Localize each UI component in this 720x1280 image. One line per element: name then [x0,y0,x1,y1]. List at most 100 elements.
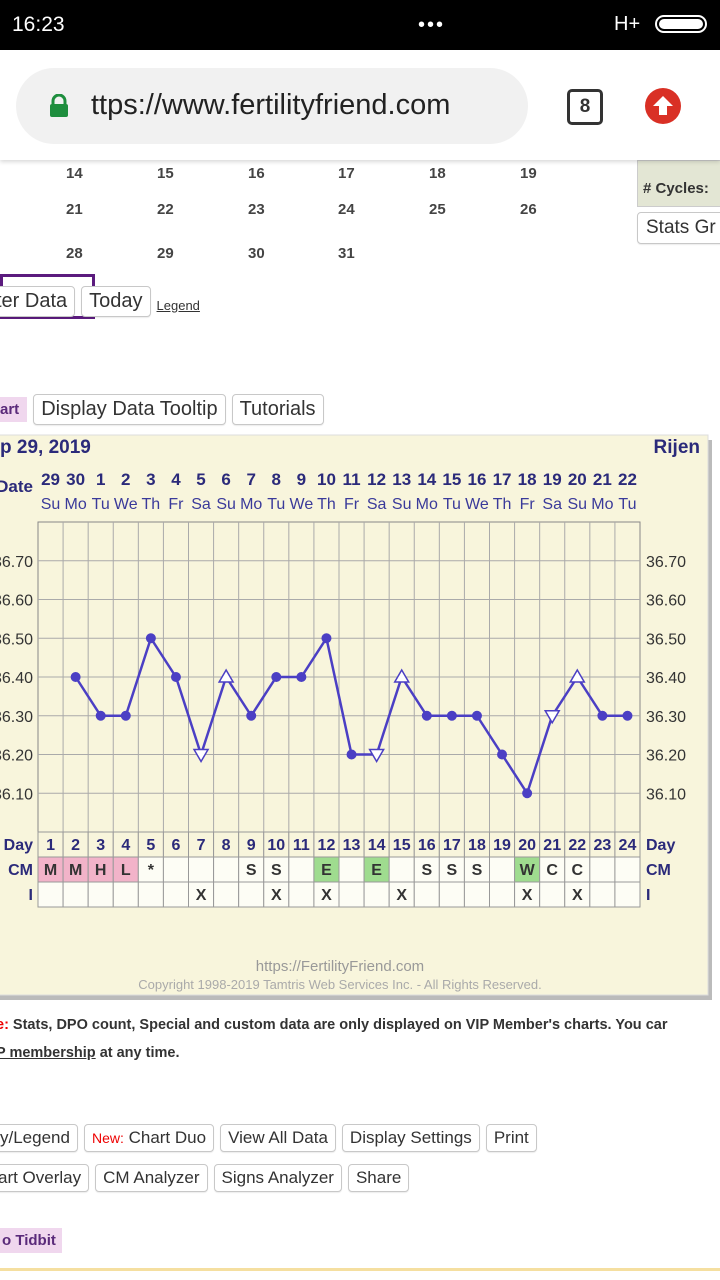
weekday: Tu [443,496,461,513]
stats-button[interactable]: Stats Gr [637,212,720,244]
weekday: Mo [416,496,438,513]
y-tick-label: 36.20 [646,748,686,765]
button[interactable]: Print [485,1124,537,1152]
row-cell [263,856,290,883]
row-cell [614,856,641,883]
y-tick-label: 36.10 [0,786,33,803]
row-cell [463,881,490,908]
calendar-day[interactable]: 31 [338,244,355,262]
x-tick-label: 11 [293,837,310,854]
button-label: Chart Duo [123,1128,207,1147]
calendar-day[interactable]: 30 [248,244,265,262]
status-bar: 16:23 ••• H+ [0,0,720,50]
button[interactable]: Share [347,1164,410,1192]
calendar-day[interactable]: 23 [248,200,265,218]
notice-prefix: e: [0,1017,9,1033]
calendar-day[interactable]: 16 [248,165,265,182]
row-value: S [447,862,458,879]
row-value: X [321,887,332,904]
date: 1 [96,470,105,489]
date: 21 [593,470,612,489]
sidebar-box: # Cycles: [637,160,720,207]
x-tick-label: 23 [593,837,611,854]
row-cell [37,881,64,908]
date: 30 [66,470,85,489]
membership-link[interactable]: P membership [0,1045,96,1061]
row-value: E [321,862,332,879]
day-cell [363,831,390,858]
row-value: H [95,862,107,879]
calendar-day[interactable]: 18 [429,165,446,182]
button[interactable]: View All Data [220,1124,336,1152]
button[interactable]: art Overlay [0,1164,90,1192]
new-badge: New: [91,1130,124,1146]
tab-count[interactable]: 8 [567,89,603,125]
x-tick-label: 9 [247,837,256,854]
x-tick-label: 8 [222,837,231,854]
row-value: X [522,887,533,904]
x-tick-label: 24 [619,837,637,854]
row-value: S [271,862,282,879]
date: 6 [221,470,230,489]
button[interactable]: Signs Analyzer [213,1164,342,1192]
weekday: We [290,496,314,513]
network-type: H+ [614,13,641,35]
legend-link[interactable]: Legend [156,298,200,313]
button-label: art Overlay [0,1168,82,1187]
row-cell [263,881,290,908]
calendar-day[interactable]: 26 [520,200,537,218]
button[interactable]: Tutorials [231,394,324,425]
cycles-label: # Cycles: [643,180,709,197]
lock-icon [50,94,68,117]
button[interactable]: Display Settings [341,1124,480,1152]
url-field[interactable]: ttps://www.fertilityfriend.com [16,68,528,144]
row-value: L [121,862,131,879]
button[interactable]: CM Analyzer [95,1164,208,1192]
calendar-day[interactable]: 22 [157,200,174,218]
x-tick-label: 15 [393,837,411,854]
date: 11 [343,470,361,489]
button[interactable]: ter Data [0,286,76,317]
button[interactable]: y/Legend [0,1124,78,1152]
row-value: X [196,887,207,904]
calendar-day[interactable]: 29 [157,244,174,262]
row-value: M [69,862,82,879]
calendar-day[interactable]: 21 [66,200,83,218]
x-tick-label: 19 [493,837,511,854]
calendar-day[interactable]: 25 [429,200,446,218]
day-cell [614,831,641,858]
row-cell [213,881,240,908]
row-cell [112,881,139,908]
x-tick-label: 7 [197,837,206,854]
x-tick-label: 1 [46,837,55,854]
calendar-day[interactable]: 24 [338,200,355,218]
button[interactable]: Today [81,286,151,317]
row-cell [188,856,215,883]
weekday: Fr [344,496,360,513]
row-cell [438,881,465,908]
button[interactable]: Display Data Tooltip [33,394,226,425]
date: 13 [392,470,411,489]
calendar-day[interactable]: 28 [66,244,83,262]
calendar-day[interactable]: 14 [66,165,83,182]
button-label: Print [493,1128,529,1147]
x-tick-label: 21 [543,837,561,854]
upload-icon[interactable] [645,88,681,124]
calendar-day[interactable]: 19 [520,165,537,182]
y-tick-label: 36.60 [646,593,686,610]
marker-dot [497,749,508,760]
x-tick-label: 12 [318,837,336,854]
marker-dot [145,633,156,644]
calendar-day[interactable]: 15 [157,165,174,182]
calendar-day[interactable]: 17 [338,165,355,182]
marker-dot [296,672,307,682]
y-tick-label: 36.40 [646,670,686,687]
date-label: Date [0,477,33,496]
x-tick-label: 3 [96,837,105,854]
marker-dot [421,710,432,721]
button[interactable]: New: Chart Duo [83,1124,215,1152]
weekday: We [114,496,138,513]
row-cell [62,856,89,883]
x-tick-label: 6 [172,837,181,854]
